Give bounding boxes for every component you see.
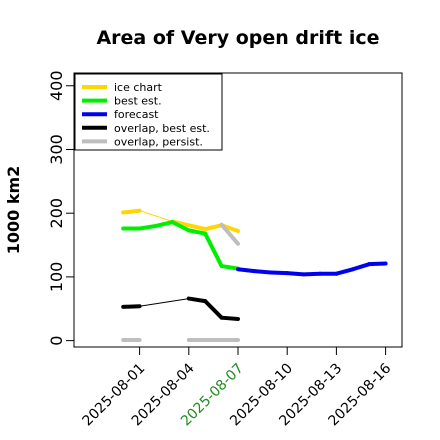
y-tick-label: 200 bbox=[47, 198, 66, 229]
series-segment bbox=[137, 223, 158, 231]
series-segment bbox=[203, 223, 224, 232]
series-segment bbox=[367, 261, 388, 267]
legend-label: best est. bbox=[114, 95, 162, 108]
legend-label: overlap, persist. bbox=[114, 135, 203, 148]
series-extra-6 bbox=[219, 222, 240, 246]
series-segment bbox=[236, 267, 257, 274]
series-segment bbox=[186, 223, 208, 232]
series-segment bbox=[350, 262, 372, 272]
y-axis: 0 100 200 300 400 bbox=[47, 70, 74, 346]
series-segment bbox=[170, 220, 191, 233]
series-segment bbox=[219, 315, 240, 321]
series-segment bbox=[268, 270, 290, 276]
series-segment bbox=[121, 208, 142, 215]
series-segment bbox=[186, 296, 208, 304]
series-segment bbox=[121, 304, 142, 309]
series-segment bbox=[186, 228, 208, 236]
series-segment bbox=[301, 271, 322, 277]
series-segment bbox=[334, 267, 355, 276]
series-segment bbox=[139, 298, 190, 307]
y-tick-label: 300 bbox=[47, 134, 66, 165]
series-segment bbox=[203, 231, 224, 269]
series-segment bbox=[285, 271, 306, 277]
y-tick-label: 100 bbox=[47, 262, 66, 293]
series-segment bbox=[203, 299, 224, 320]
series-segment bbox=[252, 269, 273, 275]
series-overlap-best-est- bbox=[121, 296, 240, 321]
legend-label: ice chart bbox=[114, 81, 163, 94]
series-segment bbox=[154, 220, 175, 228]
series-segment bbox=[219, 222, 240, 246]
y-tick-label: 400 bbox=[47, 70, 66, 101]
y-tick-label: 0 bbox=[47, 336, 66, 346]
series-segment bbox=[139, 210, 173, 222]
legend-label: overlap, best est. bbox=[114, 122, 210, 135]
series-layer bbox=[121, 208, 388, 342]
series-best-est- bbox=[121, 220, 240, 271]
x-axis: 2025-08-012025-08-042025-08-072025-08-10… bbox=[80, 347, 394, 429]
legend-label: forecast bbox=[114, 108, 159, 121]
series-forecast bbox=[236, 261, 388, 277]
chart-title: Area of Very open drift ice bbox=[96, 27, 379, 49]
y-axis-label: 1000 km2 bbox=[4, 166, 23, 255]
series-segment bbox=[219, 264, 240, 271]
